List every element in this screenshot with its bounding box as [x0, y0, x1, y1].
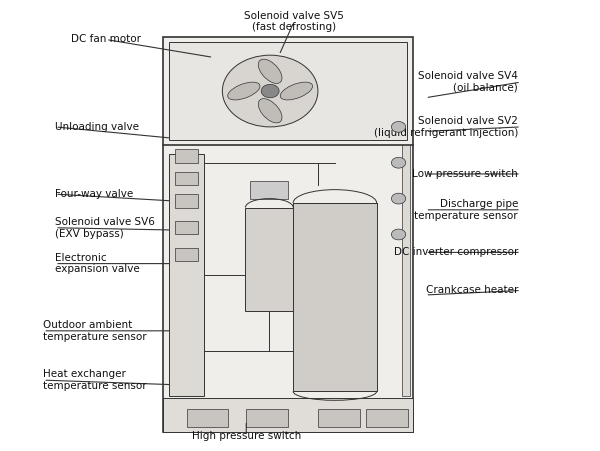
Circle shape	[261, 84, 279, 98]
Ellipse shape	[228, 82, 260, 100]
Text: Crankcase heater: Crankcase heater	[425, 285, 518, 295]
Ellipse shape	[258, 59, 282, 83]
Circle shape	[223, 55, 318, 127]
Text: Low pressure switch: Low pressure switch	[412, 169, 518, 179]
Text: Solenoid valve SV2
(liquid refrigerant injection): Solenoid valve SV2 (liquid refrigerant i…	[374, 116, 518, 138]
Ellipse shape	[258, 99, 282, 123]
Text: Outdoor ambient
temperature sensor: Outdoor ambient temperature sensor	[43, 320, 147, 341]
Circle shape	[391, 193, 406, 204]
Text: Electronic
expansion valve: Electronic expansion valve	[55, 253, 140, 274]
Circle shape	[391, 157, 406, 168]
Bar	[163, 37, 413, 432]
Ellipse shape	[280, 82, 313, 100]
Bar	[169, 42, 407, 140]
Text: DC fan motor: DC fan motor	[71, 34, 141, 45]
Text: Solenoid valve SV5
(fast defrosting): Solenoid valve SV5 (fast defrosting)	[244, 11, 344, 32]
Bar	[163, 398, 413, 432]
Text: High pressure switch: High pressure switch	[191, 431, 301, 441]
Bar	[175, 172, 199, 185]
Text: DC inverter compressor: DC inverter compressor	[394, 248, 518, 258]
Bar	[187, 409, 229, 427]
Bar	[401, 145, 410, 396]
Text: Solenoid valve SV4
(oil balance): Solenoid valve SV4 (oil balance)	[418, 71, 518, 93]
Text: Four-way valve: Four-way valve	[55, 189, 133, 199]
Bar	[246, 409, 288, 427]
Circle shape	[391, 121, 406, 132]
Bar	[175, 248, 199, 262]
Bar	[175, 149, 199, 163]
Bar	[250, 181, 289, 198]
Text: Unloading valve: Unloading valve	[55, 122, 139, 132]
Text: Discharge pipe
temperature sensor: Discharge pipe temperature sensor	[415, 199, 518, 221]
Text: Heat exchanger
temperature sensor: Heat exchanger temperature sensor	[43, 369, 147, 391]
Bar	[365, 409, 407, 427]
Text: Solenoid valve SV6
(EXV bypass): Solenoid valve SV6 (EXV bypass)	[55, 217, 155, 239]
Bar	[169, 154, 205, 396]
Bar	[293, 203, 377, 391]
Bar	[175, 194, 199, 207]
Bar	[175, 221, 199, 235]
Circle shape	[391, 229, 406, 240]
Bar	[245, 207, 293, 311]
Bar	[318, 409, 360, 427]
